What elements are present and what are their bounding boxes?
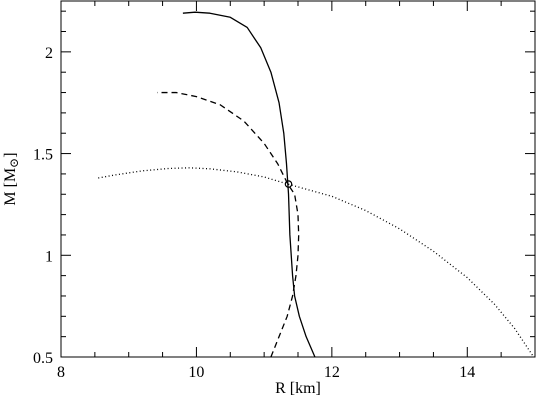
plot-frame bbox=[60, 0, 536, 358]
series-line-dashed-1 bbox=[157, 91, 300, 357]
series-line-solid-0 bbox=[182, 11, 316, 357]
x-axis-title: R [km] bbox=[275, 380, 321, 397]
y-axis-title-main: M [M bbox=[2, 168, 19, 206]
x-tick-label-3: 14 bbox=[459, 364, 475, 381]
y-tick-label-3: 2 bbox=[45, 45, 53, 62]
x-tick-label-0: 8 bbox=[57, 364, 65, 381]
y-tick-label-0: 0.5 bbox=[33, 350, 53, 367]
y-axis-title-sun-symbol: ⊙ bbox=[7, 158, 21, 168]
marker-open-circle bbox=[284, 180, 293, 188]
x-tick-label-2: 12 bbox=[324, 364, 340, 381]
y-axis-title-close: ] bbox=[2, 152, 19, 157]
y-tick-labels: 0.5 1 1.5 2 bbox=[33, 45, 53, 367]
y-tick-label-1: 1 bbox=[45, 248, 53, 265]
x-tick-labels: 8 10 12 14 bbox=[57, 364, 475, 381]
y-tick-label-2: 1.5 bbox=[33, 147, 53, 164]
y-axis-title: M [M⊙] bbox=[2, 152, 21, 205]
x-tick-label-1: 10 bbox=[188, 364, 204, 381]
series-line-dotted-2 bbox=[98, 167, 535, 357]
